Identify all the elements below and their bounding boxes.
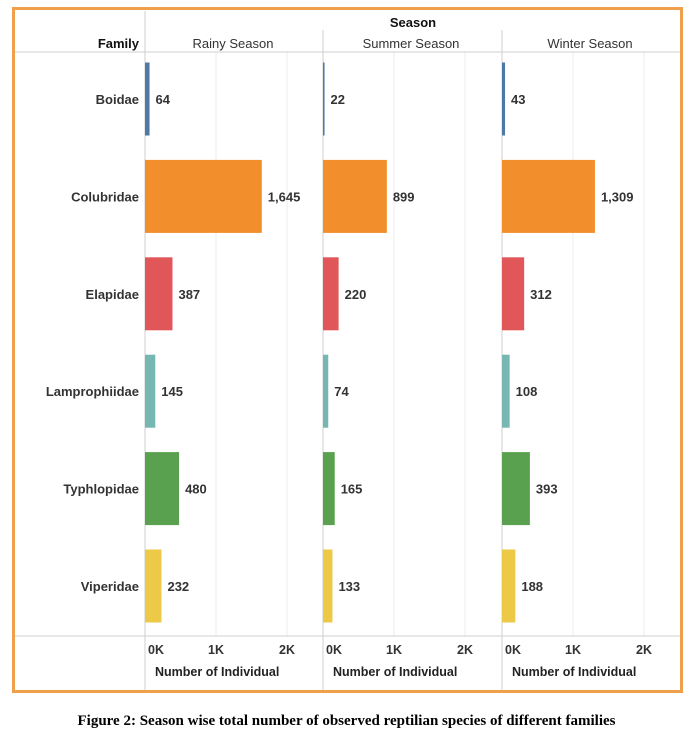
x-tick-label-rainy-season-2: 2K — [279, 643, 295, 657]
data-label-rainy-season-elapidae: 387 — [178, 287, 200, 302]
bar-winter-season-boidae — [502, 62, 506, 136]
x-tick-label-summer-season-2: 2K — [457, 643, 473, 657]
category-label-colubridae: Colubridae — [71, 189, 139, 204]
x-tick-label-winter-season-1: 1K — [565, 643, 581, 657]
x-tick-label-summer-season-0: 0K — [326, 643, 342, 657]
bar-winter-season-colubridae — [502, 159, 595, 233]
data-label-rainy-season-boidae: 64 — [156, 92, 171, 107]
data-label-summer-season-colubridae: 899 — [393, 189, 415, 204]
panel-title-summer-season: Summer Season — [363, 36, 460, 51]
bar-summer-season-colubridae — [323, 159, 387, 233]
figure-caption: Figure 2: Season wise total number of ob… — [77, 713, 616, 729]
bar-winter-season-viperidae — [502, 549, 516, 623]
data-label-summer-season-lamprophiidae: 74 — [334, 384, 349, 399]
panel-title-winter-season: Winter Season — [547, 36, 632, 51]
bar-summer-season-elapidae — [323, 257, 339, 331]
x-tick-label-summer-season-1: 1K — [386, 643, 402, 657]
data-label-winter-season-colubridae: 1,309 — [601, 189, 634, 204]
bar-rainy-season-boidae — [145, 62, 150, 136]
bar-winter-season-typhlopidae — [502, 452, 530, 526]
row-header-family: Family — [98, 36, 140, 51]
panel-title-rainy-season: Rainy Season — [193, 36, 274, 51]
bar-summer-season-boidae — [323, 62, 325, 136]
bar-summer-season-viperidae — [323, 549, 333, 623]
data-label-winter-season-elapidae: 312 — [530, 287, 552, 302]
category-label-typhlopidae: Typhlopidae — [63, 482, 139, 497]
category-label-boidae: Boidae — [96, 92, 139, 107]
bar-rainy-season-lamprophiidae — [145, 354, 156, 428]
data-label-summer-season-elapidae: 220 — [345, 287, 367, 302]
x-axis-title-winter-season: Number of Individual — [512, 665, 636, 679]
data-label-winter-season-viperidae: 188 — [521, 579, 543, 594]
data-label-summer-season-boidae: 22 — [331, 92, 345, 107]
bar-summer-season-typhlopidae — [323, 452, 335, 526]
data-label-rainy-season-typhlopidae: 480 — [185, 482, 207, 497]
data-label-rainy-season-colubridae: 1,645 — [268, 189, 301, 204]
data-label-summer-season-typhlopidae: 165 — [341, 482, 363, 497]
chart-frame: Season Family Rainy Season 0K 1K 2K Number of … — [12, 7, 683, 693]
bar-rainy-season-viperidae — [145, 549, 162, 623]
category-label-lamprophiidae: Lamprophiidae — [46, 384, 139, 399]
data-label-rainy-season-viperidae: 232 — [167, 579, 189, 594]
data-label-winter-season-typhlopidae: 393 — [536, 482, 558, 497]
bar-rainy-season-elapidae — [145, 257, 173, 331]
x-axis-title-summer-season: Number of Individual — [333, 665, 457, 679]
x-axis-title-rainy-season: Number of Individual — [155, 665, 279, 679]
column-header-season: Season — [390, 15, 436, 30]
x-tick-label-rainy-season-1: 1K — [208, 643, 224, 657]
x-tick-label-winter-season-2: 2K — [636, 643, 652, 657]
bar-winter-season-elapidae — [502, 257, 525, 331]
category-label-viperidae: Viperidae — [81, 579, 139, 594]
data-label-winter-season-lamprophiidae: 108 — [516, 384, 538, 399]
bar-summer-season-lamprophiidae — [323, 354, 329, 428]
bar-rainy-season-typhlopidae — [145, 452, 180, 526]
category-label-elapidae: Elapidae — [86, 287, 139, 302]
x-tick-label-rainy-season-0: 0K — [148, 643, 164, 657]
data-label-winter-season-boidae: 43 — [511, 92, 525, 107]
data-label-summer-season-viperidae: 133 — [338, 579, 360, 594]
bar-rainy-season-colubridae — [145, 159, 262, 233]
x-tick-label-winter-season-0: 0K — [505, 643, 521, 657]
bar-winter-season-lamprophiidae — [502, 354, 510, 428]
data-label-rainy-season-lamprophiidae: 145 — [161, 384, 183, 399]
